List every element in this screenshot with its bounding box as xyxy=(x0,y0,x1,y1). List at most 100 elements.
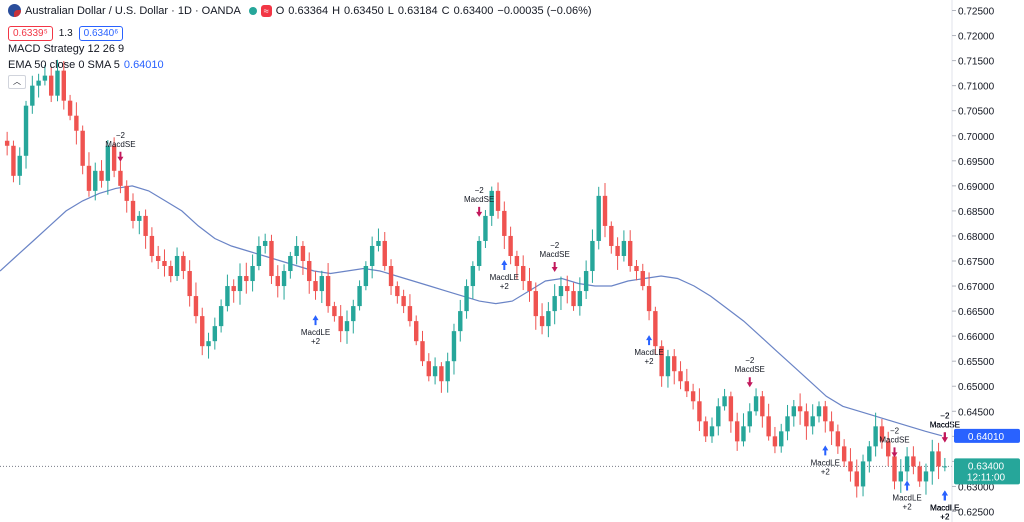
axis-tick-label: 0.67500 xyxy=(958,257,995,268)
candle-body xyxy=(533,291,538,317)
candle-body xyxy=(923,471,929,482)
candle-body xyxy=(823,406,828,422)
candle-body xyxy=(527,281,532,292)
candle-body xyxy=(212,326,218,342)
close-value: 0.63400 xyxy=(453,4,494,17)
candle-body xyxy=(376,240,381,246)
ema-legend[interactable]: EMA 50 close 0 SMA 5 0.64010 xyxy=(8,59,164,71)
candle-body xyxy=(231,286,236,292)
candle-body xyxy=(11,145,16,176)
candle-body xyxy=(678,371,683,382)
axis-tick-label: 0.66000 xyxy=(958,332,995,343)
symbol-title[interactable]: Australian Dollar / U.S. Dollar · 1D · O… xyxy=(25,4,241,17)
candle-body xyxy=(275,276,280,287)
candle-body xyxy=(137,215,142,221)
buy-arrow-icon xyxy=(941,490,948,501)
high-label: H xyxy=(332,4,341,17)
candle-body xyxy=(684,381,690,392)
signal-label: MacdLE xyxy=(930,503,959,512)
candle-body xyxy=(225,286,230,307)
signal-markers: −2MacdSEMacdLE+2−2MacdSEMacdLE+2−2MacdSE… xyxy=(105,131,960,522)
candle-body xyxy=(237,276,243,292)
countdown-text: 12:11:00 xyxy=(967,472,1006,483)
candle-body xyxy=(30,85,35,106)
signal-qty: −2 xyxy=(940,411,950,420)
candle-body xyxy=(124,185,129,201)
last-price-text: 0.63400 xyxy=(968,461,1005,472)
candle-body xyxy=(187,271,192,297)
signal-label: MacdSE xyxy=(735,365,765,374)
open-value: 0.63364 xyxy=(288,4,329,17)
candle-body xyxy=(281,271,287,287)
candle-body xyxy=(646,286,652,312)
axis-tick-label: 0.71000 xyxy=(958,82,995,93)
axis-tick-label: 0.68500 xyxy=(958,207,995,218)
signal-label: MacdSE xyxy=(464,195,494,204)
candle-body xyxy=(772,436,778,447)
candle-body xyxy=(565,286,570,292)
candle-body xyxy=(483,215,488,241)
candle-body xyxy=(596,195,601,241)
strategy-legend[interactable]: MACD Strategy 12 26 9 xyxy=(8,43,125,55)
candle-body xyxy=(854,471,859,487)
signal-label: MacdSE xyxy=(930,420,960,429)
candle-body xyxy=(300,245,306,261)
signal-label: MacdLE xyxy=(892,493,921,502)
chevron-up-icon[interactable]: ︿ xyxy=(8,75,26,89)
buy-price-button[interactable]: 0.6340⁶ xyxy=(78,26,124,41)
axis-tick-label: 0.66500 xyxy=(958,307,995,318)
candle-body xyxy=(426,361,432,377)
axis-tick-label: 0.63000 xyxy=(958,482,995,493)
candle-body xyxy=(388,266,394,287)
candle-body xyxy=(873,426,878,447)
candle-body xyxy=(143,215,148,236)
candle-body xyxy=(489,190,494,216)
candle-body xyxy=(583,271,589,292)
candle-body xyxy=(319,276,325,292)
candle-body xyxy=(709,426,715,437)
signal-label: MacdLE xyxy=(930,503,959,512)
sell-price-button[interactable]: 0.6339⁵ xyxy=(8,26,53,41)
sell-arrow-icon xyxy=(117,151,124,162)
signal-label: MacdSE xyxy=(930,420,960,429)
candle-body xyxy=(892,456,897,482)
high-value: 0.63450 xyxy=(344,4,384,17)
candle-body xyxy=(797,406,803,412)
candle-body xyxy=(288,255,293,272)
candle-body xyxy=(936,451,941,467)
candle-body xyxy=(451,331,457,362)
candle-body xyxy=(111,145,117,171)
candle-body xyxy=(753,396,759,412)
candle-body xyxy=(344,321,350,332)
candle-body xyxy=(942,466,948,468)
candle-body xyxy=(17,155,22,176)
candle-body xyxy=(508,235,513,256)
candle-body xyxy=(791,406,797,417)
candle-body xyxy=(690,391,696,402)
ema-price-label xyxy=(954,428,1020,443)
buy-arrow-icon xyxy=(822,445,829,456)
candle-body xyxy=(218,306,224,327)
signal-label: MacdLE xyxy=(634,348,663,357)
low-label: L xyxy=(387,4,394,17)
candle-body xyxy=(640,271,645,287)
candle-body xyxy=(520,266,526,282)
candle-body xyxy=(609,225,614,246)
candle-body xyxy=(653,311,658,347)
aud-usd-flag-icon xyxy=(8,4,21,17)
candle-body xyxy=(61,70,66,101)
signal-qty: +2 xyxy=(311,337,321,346)
signal-label: MacdLE xyxy=(301,328,330,337)
candle-body xyxy=(432,366,438,377)
signal-label: MacdLE xyxy=(811,458,840,467)
candle-body xyxy=(67,100,73,116)
candle-body xyxy=(369,245,375,267)
sell-arrow-icon xyxy=(551,262,558,273)
ema-legend-label: EMA 50 close 0 SMA 5 xyxy=(8,59,120,71)
signal-qty: −2 xyxy=(745,356,755,365)
signal-label: MacdSE xyxy=(540,250,570,259)
candle-body xyxy=(307,261,312,282)
axis-tick-label: 0.65500 xyxy=(958,357,995,368)
candle-body xyxy=(200,316,205,347)
